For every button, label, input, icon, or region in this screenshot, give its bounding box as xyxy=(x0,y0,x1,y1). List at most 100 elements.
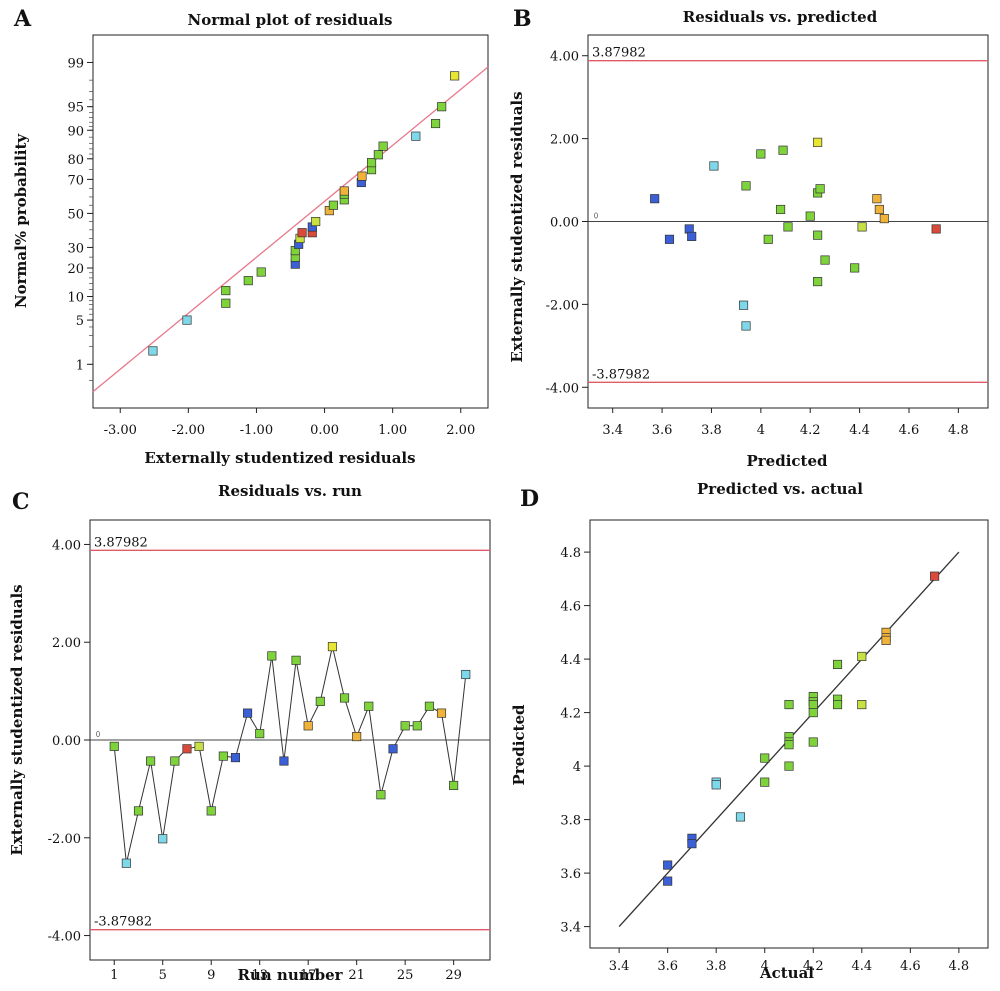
data-point xyxy=(357,171,367,181)
y-axis-label: Externally studentized residuals xyxy=(8,584,26,855)
x-axis-label: Predicted xyxy=(746,452,828,470)
x-tick-label: 4.4 xyxy=(851,959,872,974)
data-point xyxy=(373,150,383,160)
data-point xyxy=(813,230,823,240)
data-point xyxy=(412,721,422,731)
data-point xyxy=(437,102,447,112)
data-point xyxy=(400,721,410,731)
x-tick-label: 4.2 xyxy=(800,423,821,438)
data-point xyxy=(711,780,721,790)
data-point xyxy=(881,635,891,645)
data-point xyxy=(148,346,158,356)
y-tick-label: -2.00 xyxy=(48,832,81,847)
x-tick-label: 9 xyxy=(207,968,215,983)
run-order-line xyxy=(113,646,467,864)
y-tick-label: 80 xyxy=(67,153,84,168)
upper-limit-label: 3.87982 xyxy=(592,46,646,61)
data-point xyxy=(256,267,266,277)
y-tick-label: -4.00 xyxy=(546,381,579,396)
panel-label: D xyxy=(520,486,539,512)
data-point xyxy=(170,756,180,766)
data-point xyxy=(436,708,447,718)
data-point xyxy=(741,321,751,331)
panel-label: C xyxy=(12,489,30,515)
data-point xyxy=(327,642,337,652)
data-point xyxy=(832,700,843,710)
x-tick-label: 3.6 xyxy=(657,959,678,974)
y-tick-label: 70 xyxy=(67,173,84,188)
x-tick-label: 5 xyxy=(159,968,167,983)
lower-limit-label: -3.87982 xyxy=(94,915,152,930)
panel-a: A Normal plot of residuals Externally stud… xyxy=(12,6,489,467)
y-tick-label: 2.00 xyxy=(550,133,579,148)
data-point xyxy=(158,834,168,844)
data-point xyxy=(243,276,253,286)
y-tick-label: 2.00 xyxy=(52,636,81,651)
data-point xyxy=(739,300,749,310)
data-point xyxy=(879,214,889,224)
data-point xyxy=(808,700,818,710)
y-tick-label: 99 xyxy=(67,56,84,71)
x-tick-label: 4.6 xyxy=(899,423,920,438)
x-tick-label: 4.4 xyxy=(849,423,870,438)
data-point xyxy=(857,222,867,232)
data-point xyxy=(461,669,471,680)
y-tick-label: 20 xyxy=(67,262,84,277)
data-point xyxy=(221,298,231,308)
data-point xyxy=(741,181,751,191)
data-point xyxy=(339,693,350,703)
data-point xyxy=(411,131,421,141)
data-point xyxy=(805,211,815,221)
point-marker-glyph xyxy=(594,212,599,219)
data-point xyxy=(930,571,940,581)
x-tick-label: 3.4 xyxy=(609,959,630,974)
data-point xyxy=(352,732,362,742)
data-point xyxy=(756,149,766,159)
data-point xyxy=(328,200,338,210)
panel-b: B Residuals vs. predicted Predicted Externa… xyxy=(508,6,989,470)
data-point xyxy=(311,216,321,227)
data-point xyxy=(813,277,823,287)
data-point xyxy=(133,806,144,816)
y-tick-label: 0.00 xyxy=(550,216,579,231)
y-tick-label: 30 xyxy=(67,241,84,256)
y-tick-label: 5 xyxy=(76,314,84,329)
fit-line xyxy=(92,66,489,393)
data-point xyxy=(194,741,204,751)
data-point xyxy=(813,137,823,147)
data-point xyxy=(364,701,374,711)
data-point xyxy=(709,161,719,171)
y-tick-label: 3.6 xyxy=(560,867,581,882)
y-tick-label: 0.00 xyxy=(52,734,81,749)
x-tick-label: 4.8 xyxy=(948,423,969,438)
x-tick-label: 4.8 xyxy=(949,959,970,974)
y-tick-label: -4.00 xyxy=(48,930,81,945)
x-tick-label: 3.4 xyxy=(602,423,623,438)
data-point xyxy=(832,659,843,669)
data-point xyxy=(783,222,793,232)
x-tick-label: 13 xyxy=(251,968,268,983)
y-tick-label: 4.00 xyxy=(550,50,579,65)
data-point xyxy=(857,700,867,710)
data-point xyxy=(255,729,265,739)
x-tick-label: 3.8 xyxy=(701,423,722,438)
upper-limit-label: 3.87982 xyxy=(94,535,148,550)
data-point xyxy=(687,231,697,241)
data-point xyxy=(663,860,673,870)
y-tick-label: 4.4 xyxy=(560,653,581,668)
data-point xyxy=(267,651,277,661)
data-point xyxy=(230,753,241,763)
x-tick-label: 21 xyxy=(348,968,365,983)
data-point xyxy=(206,806,216,816)
data-point xyxy=(663,876,673,886)
x-tick-label: 1.00 xyxy=(378,423,407,438)
data-point xyxy=(760,753,770,763)
data-point xyxy=(650,194,660,204)
data-point xyxy=(146,756,156,766)
data-point xyxy=(297,228,307,238)
data-point xyxy=(424,701,434,711)
x-tick-label: 1 xyxy=(110,968,118,983)
x-tick-label: 3.8 xyxy=(706,959,727,974)
data-point xyxy=(778,145,788,155)
x-tick-label: 4.2 xyxy=(803,959,824,974)
